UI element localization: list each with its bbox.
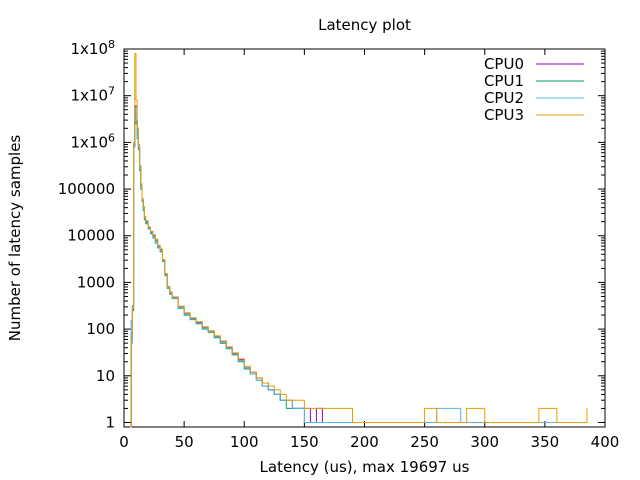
series-line-cpu3: [130, 53, 588, 428]
y-tick-exponent: 6: [108, 131, 115, 144]
plot-border: [123, 48, 606, 428]
x-tick-label: 250: [410, 433, 439, 451]
x-axis-ticks: 0 50 100 150 200 250 300 350 400: [119, 49, 619, 451]
y-tick-label: 1000: [77, 273, 115, 291]
legend-label: CPU1: [484, 72, 524, 90]
y-tick-exponent: 8: [108, 38, 115, 51]
y-axis-label: Number of latency samples: [6, 135, 24, 342]
series-line-cpu0: [130, 105, 581, 428]
chart-title: Latency plot: [318, 16, 411, 34]
x-axis-label: Latency (us), max 19697 us: [260, 458, 470, 476]
plot-frame: [123, 48, 606, 428]
x-tick-label: 300: [470, 433, 499, 451]
y-tick-label: 10: [96, 367, 115, 385]
x-tick-label: 350: [531, 433, 560, 451]
y-tick-label: 1: [105, 413, 115, 431]
x-tick-label: 100: [230, 433, 259, 451]
y-tick-label: 100: [86, 320, 115, 338]
y-tick-label: 10000: [67, 227, 115, 245]
x-tick-label: 400: [591, 433, 620, 451]
y-axis-ticks: 1 10 100 1000 10000 100000 1x106 1x107 1x108: [58, 38, 605, 431]
x-tick-label: 50: [175, 433, 194, 451]
legend-label: CPU2: [484, 89, 524, 107]
x-tick-label: 200: [350, 433, 379, 451]
y-tick-label: 1x106: [70, 131, 115, 151]
x-tick-label: 150: [290, 433, 319, 451]
y-tick-exponent: 7: [108, 85, 115, 98]
legend-label: CPU0: [484, 55, 524, 73]
series-line-cpu2: [130, 107, 581, 423]
y-tick-label: 1x107: [70, 85, 115, 105]
y-tick-label: 100000: [58, 180, 115, 198]
series-line-cpu1: [130, 109, 509, 428]
x-tick-label: 0: [119, 433, 129, 451]
y-tick-label: 1x108: [70, 38, 115, 58]
legend-label: CPU3: [484, 106, 524, 124]
series-layer: [130, 53, 588, 428]
